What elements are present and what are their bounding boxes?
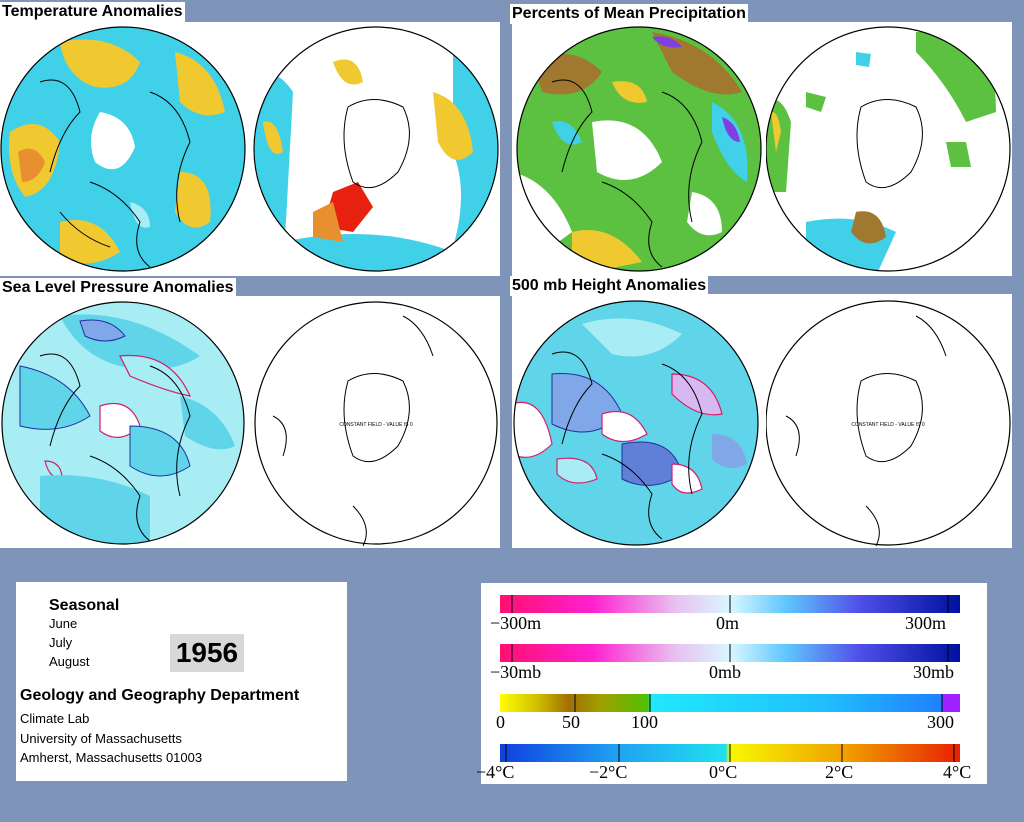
pressure-colorbar: [500, 644, 960, 662]
legend-box: −300m 0m 300m −30mb 0mb 30mb 0 50 100 30…: [476, 583, 987, 784]
height-title: 500 mb Height Anomalies: [510, 276, 709, 296]
temperature-panel: [0, 22, 500, 276]
precip-tick-0: 0: [496, 712, 505, 732]
temp-tick-minus4: −4°C: [476, 762, 515, 782]
slp-constant-field-label: CONSTANT FIELD - VALUE IS 0: [339, 422, 413, 428]
height-tick-min: −300m: [490, 613, 542, 633]
month-august: August: [49, 654, 90, 669]
lab-label: Climate Lab: [20, 711, 90, 726]
temp-tick-4: 4°C: [943, 762, 972, 782]
precip-tick-300: 300: [927, 712, 954, 732]
slp-south-globe: CONSTANT FIELD - VALUE IS 0: [254, 301, 498, 547]
pressure-tick-mid: 0mb: [709, 662, 742, 682]
precip-tick-50: 50: [562, 712, 580, 732]
temperature-title: Temperature Anomalies: [0, 2, 185, 22]
temp-colorbar: [500, 744, 960, 762]
height-south-globe: CONSTANT FIELD - VALUE IS 0: [766, 300, 1011, 547]
temp-tick-minus2: −2°C: [589, 762, 628, 782]
precipitation-south-globe: [766, 26, 1011, 272]
temperature-north-globe: [0, 26, 246, 272]
precipitation-north-globe: [516, 26, 762, 272]
temp-tick-0: 0°C: [709, 762, 738, 782]
precipitation-panel: [512, 22, 1012, 276]
address-label: Amherst, Massachusetts 01003: [20, 750, 203, 765]
month-july: July: [49, 635, 73, 650]
slp-panel: CONSTANT FIELD - VALUE IS 0: [0, 296, 500, 548]
info-box: Seasonal June July August 1956 Geology a…: [16, 582, 347, 781]
height-north-globe: [513, 300, 759, 546]
height-colorbar: [500, 595, 960, 613]
month-june: June: [49, 616, 78, 631]
slp-title: Sea Level Pressure Anomalies: [0, 278, 236, 298]
pressure-tick-max: 30mb: [913, 662, 955, 682]
year-badge: 1956: [170, 634, 244, 672]
height-tick-max: 300m: [905, 613, 947, 633]
slp-north-globe: [1, 301, 245, 545]
height-constant-field-label: CONSTANT FIELD - VALUE IS 0: [851, 422, 925, 428]
temp-tick-2: 2°C: [825, 762, 854, 782]
temperature-south-globe: [253, 26, 499, 272]
university-label: University of Massachusetts: [20, 731, 182, 746]
precip-tick-100: 100: [631, 712, 658, 732]
pressure-tick-min: −30mb: [490, 662, 542, 682]
height-panel: CONSTANT FIELD - VALUE IS 0: [512, 294, 1012, 548]
department-label: Geology and Geography Department: [20, 687, 300, 704]
precipitation-title: Percents of Mean Precipitation: [510, 4, 748, 24]
period-label: Seasonal: [49, 597, 120, 614]
height-tick-mid: 0m: [716, 613, 740, 633]
precip-colorbar: [500, 694, 960, 712]
